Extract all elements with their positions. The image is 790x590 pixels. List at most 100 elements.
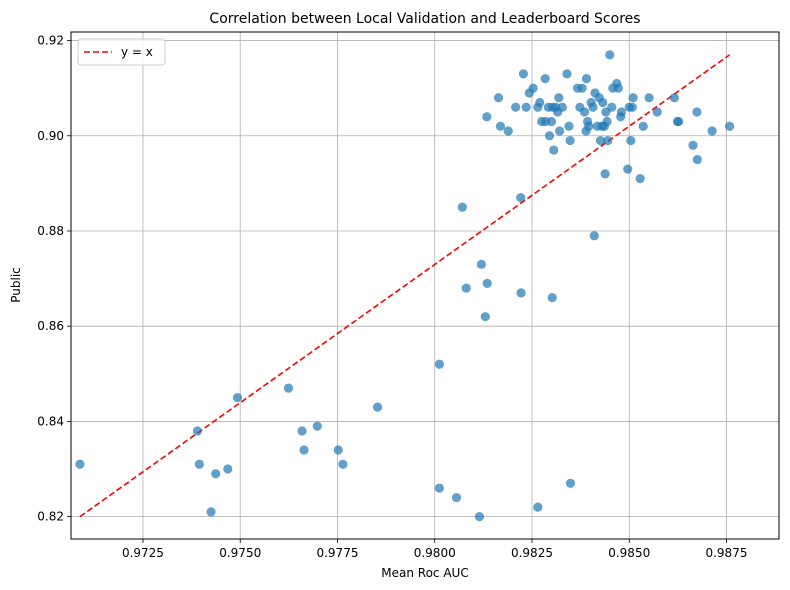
data-point (206, 507, 216, 517)
data-point (372, 402, 383, 412)
data-point (557, 102, 567, 112)
data-point (540, 74, 550, 84)
data-point (482, 278, 492, 288)
data-point (577, 83, 587, 93)
data-point (595, 135, 606, 146)
data-point (482, 112, 492, 122)
data-point (297, 426, 307, 436)
data-point (579, 107, 590, 117)
data-point (602, 116, 612, 127)
x-axis-label: Mean Roc AUC (381, 566, 468, 580)
y-tick-label: 0.86 (37, 319, 64, 333)
y-axis-ticks: 0.82 0.84 0.86 0.88 0.90 0.92 (37, 34, 71, 524)
data-point (516, 193, 526, 203)
data-point (495, 121, 506, 131)
x-tick-label: 0.9825 (511, 546, 553, 560)
data-point (598, 97, 608, 108)
chart-title: Correlation between Local Validation and… (209, 11, 640, 27)
data-point (626, 135, 636, 146)
data-point (635, 174, 645, 184)
data-point (600, 169, 610, 179)
x-axis-ticks: 0.9725 0.9750 0.9775 0.9800 0.9825 0.9850 0.98… (122, 539, 747, 560)
data-point (603, 135, 613, 146)
y-tick-label: 0.84 (37, 414, 64, 428)
data-point (338, 459, 348, 469)
data-points (75, 50, 735, 522)
data-point (457, 202, 467, 212)
data-point (644, 93, 654, 103)
data-point (669, 93, 679, 103)
data-point (547, 293, 557, 303)
x-tick-label: 0.9850 (608, 546, 650, 560)
legend: y = x (77, 38, 166, 66)
data-point (474, 512, 485, 522)
data-point (707, 126, 717, 136)
y-tick-label: 0.82 (37, 510, 64, 524)
data-point (546, 116, 557, 127)
data-point (299, 445, 309, 455)
data-point (503, 126, 513, 136)
data-point (674, 116, 684, 127)
data-point (535, 97, 545, 108)
data-point (192, 426, 203, 436)
data-point (692, 154, 702, 165)
data-point (549, 145, 559, 155)
data-point (607, 102, 617, 112)
data-point (564, 121, 574, 131)
data-point (613, 83, 623, 93)
data-point (434, 359, 444, 369)
data-point (544, 131, 555, 141)
data-point (605, 50, 615, 60)
legend-box (77, 38, 166, 66)
data-point (528, 83, 538, 93)
data-point (518, 69, 529, 79)
data-point (511, 102, 521, 112)
data-point (565, 135, 575, 146)
data-point (616, 107, 627, 117)
data-point (688, 140, 698, 150)
data-point (589, 231, 599, 241)
data-point (312, 421, 322, 431)
data-point (232, 393, 243, 403)
data-point (652, 107, 662, 117)
data-point (638, 121, 648, 131)
x-tick-label: 0.9875 (705, 546, 747, 560)
data-point (554, 126, 565, 136)
data-point (476, 259, 487, 269)
data-point (562, 69, 572, 79)
data-point (211, 469, 221, 479)
reference-line-layer (79, 54, 731, 518)
data-point (516, 288, 526, 298)
data-point (533, 502, 543, 512)
data-point (554, 93, 564, 103)
data-point (283, 383, 294, 393)
data-point (461, 283, 471, 293)
data-point (588, 102, 598, 112)
data-point (333, 445, 343, 455)
data-point (194, 459, 204, 469)
reference-line-y-equals-x (79, 54, 731, 518)
data-point (565, 478, 576, 488)
data-point (451, 492, 462, 503)
data-point (223, 464, 233, 474)
data-point (493, 93, 504, 103)
legend-label: y = x (121, 45, 153, 59)
x-tick-label: 0.9800 (414, 546, 456, 560)
data-point (692, 107, 702, 117)
data-point (75, 459, 85, 469)
y-tick-label: 0.88 (37, 224, 64, 238)
data-point (623, 164, 633, 174)
y-tick-label: 0.92 (37, 34, 64, 48)
y-axis-label: Public (9, 267, 23, 303)
data-point (480, 312, 490, 322)
x-tick-label: 0.9775 (316, 546, 358, 560)
x-tick-label: 0.9725 (122, 546, 164, 560)
data-point (581, 74, 592, 84)
data-point (584, 121, 594, 131)
data-point (434, 483, 444, 493)
x-tick-label: 0.9750 (219, 546, 261, 560)
data-point (628, 93, 638, 103)
y-tick-label: 0.90 (37, 129, 64, 143)
